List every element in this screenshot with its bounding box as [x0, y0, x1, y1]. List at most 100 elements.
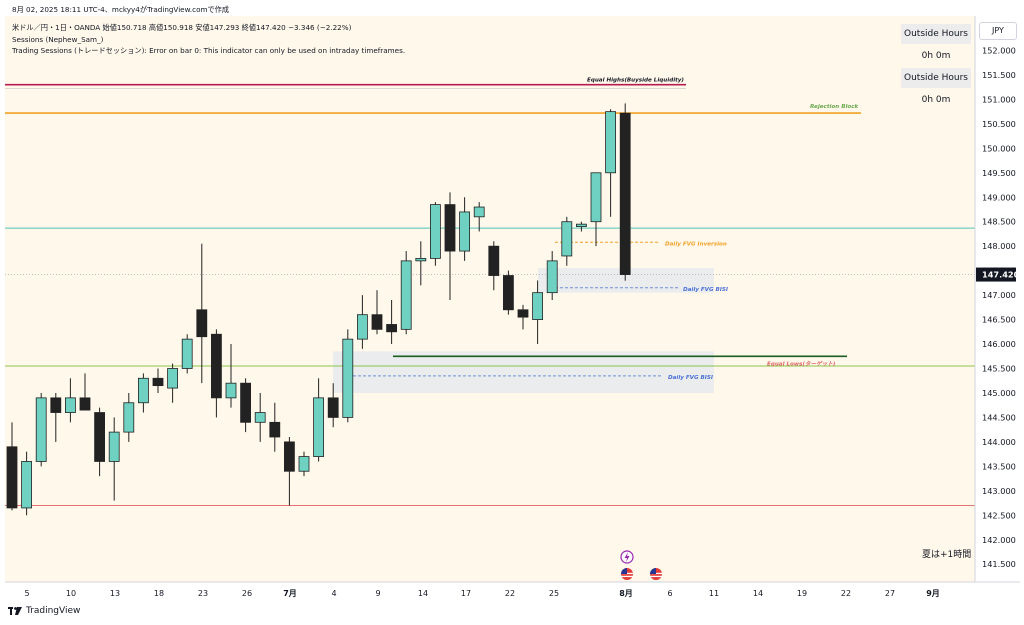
candle-body: [415, 258, 427, 262]
last-price-badge: [976, 267, 1016, 282]
candle-body: [269, 421, 281, 438]
y-tick-label: 147.000: [982, 290, 1016, 300]
candle-body: [210, 333, 222, 399]
candle-body: [6, 446, 18, 509]
candle-21: [298, 451, 310, 477]
y-tick-label: 145.500: [982, 364, 1016, 374]
plot-area[interactable]: [5, 16, 975, 582]
y-tick-label: 151.500: [982, 70, 1016, 80]
session-2-label: Outside Hours: [901, 68, 971, 88]
annotation-label-3: Daily FVG Inversion: [665, 241, 727, 247]
annotation-label-4: Daily FVG BISI: [683, 287, 728, 293]
y-tick-label: 141.500: [982, 559, 1016, 569]
x-tick-label: 22: [841, 589, 851, 598]
annotation-label-1: Equal Highs(Buyside Liquidity): [587, 78, 684, 84]
y-tick-label: 143.000: [982, 486, 1016, 496]
x-tick-label: 25: [549, 589, 559, 598]
candle-body: [429, 204, 441, 259]
candle-15: [210, 329, 222, 418]
candle-body: [386, 324, 398, 333]
event-lightning-icon: [620, 550, 634, 564]
tradingview-logo-icon: [8, 607, 22, 615]
us-flag-icon: [621, 568, 633, 580]
currency-badge[interactable]: JPY: [979, 22, 1017, 40]
candle-27: [386, 300, 398, 345]
y-tick-label: 148.500: [982, 217, 1016, 227]
candle-body: [561, 221, 573, 257]
x-tick-label: 14: [418, 589, 428, 598]
session-1-label: Outside Hours: [901, 24, 971, 44]
candle-32: [459, 197, 471, 261]
symbol-line: 米ドル／円・1日・OANDA 始値150.718 高値150.918 安値147…: [12, 23, 352, 32]
timestamp-line: 8月 02, 2025 18:11 UTC-4、mckyy4がTradingVi…: [12, 5, 230, 14]
candle-23: [327, 383, 339, 428]
candle-body: [400, 260, 412, 330]
candle-11: [152, 368, 164, 393]
candle-body: [240, 382, 252, 423]
annotation-label-2: Rejection Block: [810, 104, 859, 110]
candle-5: [65, 378, 76, 423]
candle-19: [269, 402, 281, 452]
candle-body: [108, 431, 120, 462]
candle-33: [473, 202, 485, 232]
x-tick-label: 10: [66, 589, 76, 598]
y-tick-label: 149.000: [982, 192, 1016, 202]
x-tick-label: 5: [24, 589, 29, 598]
candle-7: [94, 407, 105, 477]
x-tick-label: 27: [885, 589, 895, 598]
flag-canton: [650, 568, 656, 574]
candle-24: [342, 329, 354, 423]
candle-35: [502, 270, 514, 315]
x-tick-label: 9: [375, 589, 380, 598]
candle-22: [313, 378, 325, 462]
tradingview-brand[interactable]: TradingView: [8, 606, 80, 616]
candle-20: [283, 437, 295, 506]
y-tick-label: 146.000: [982, 339, 1016, 349]
candle-28: [400, 251, 412, 335]
summer-time-note: 夏は+1時間: [922, 550, 972, 560]
x-tick-label: 14: [753, 589, 763, 598]
flag-canton: [621, 568, 627, 574]
x-tick-label: 4: [331, 589, 336, 598]
candle-body: [137, 377, 149, 404]
x-tick-label: 6: [667, 589, 672, 598]
y-tick-label: 142.500: [982, 510, 1016, 520]
candle-body: [167, 368, 179, 389]
candle-16: [225, 344, 237, 408]
candle-body: [517, 309, 529, 318]
candle-4: [50, 392, 62, 442]
y-tick-label: 152.000: [982, 45, 1016, 55]
candle-40: [576, 221, 587, 232]
candle-body: [459, 211, 471, 252]
candle-body: [254, 412, 266, 423]
x-tick-label: 9月: [926, 589, 940, 598]
annotation-label-6: Daily FVG BISI: [668, 375, 713, 381]
candle-26: [371, 290, 383, 335]
x-tick-label: 22: [505, 589, 515, 598]
y-tick-label: 145.000: [982, 388, 1016, 398]
indicator-sessions[interactable]: Sessions (Nephew_Sam_): [12, 35, 104, 44]
x-tick-label: 13: [110, 589, 120, 598]
x-tick-label: 23: [198, 589, 208, 598]
y-tick-label: 150.000: [982, 143, 1016, 153]
candle-14: [196, 243, 208, 384]
candle-18: [254, 392, 266, 442]
candle-41: [590, 172, 602, 247]
candle-42: [605, 109, 616, 217]
x-tick-label: 18: [154, 589, 164, 598]
candle-body: [35, 397, 47, 462]
x-tick-label: 11: [709, 589, 719, 598]
candle-3: [35, 392, 47, 467]
indicator-trading-sessions[interactable]: Trading Sessions (トレードセッション): Error on b…: [12, 46, 406, 55]
candle-36: [517, 304, 529, 330]
brand-name: TradingView: [26, 606, 81, 616]
y-tick-label: 144.000: [982, 437, 1016, 447]
candle-body: [502, 275, 514, 311]
candle-body: [79, 397, 91, 411]
x-tick-label: 26: [242, 589, 252, 598]
candle-body: [181, 338, 193, 369]
candle-37: [532, 280, 543, 345]
y-tick-label: 151.000: [982, 94, 1016, 104]
candle-38: [546, 251, 558, 300]
